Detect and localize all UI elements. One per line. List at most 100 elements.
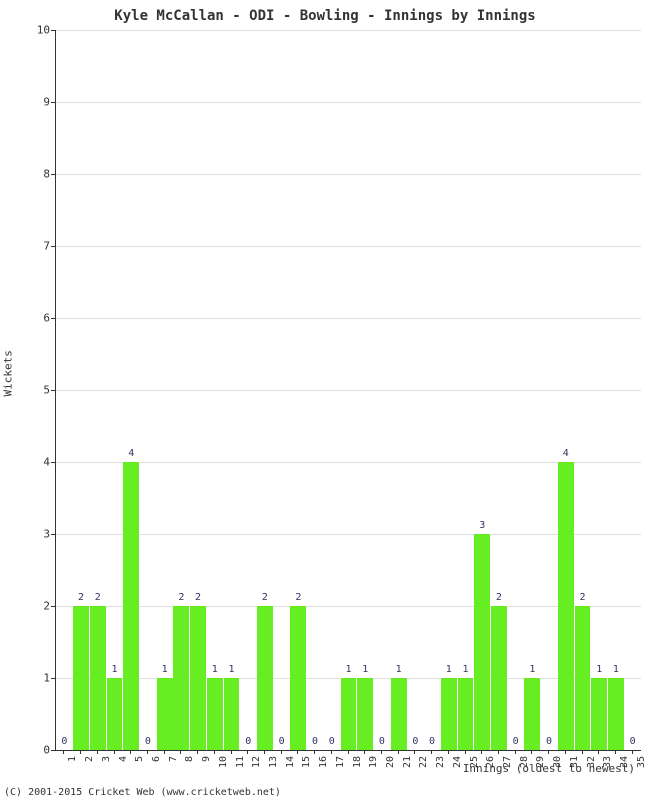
- plot-area: 02214012211020200110100113201042110: [55, 30, 641, 751]
- y-tick-label: 3: [10, 528, 50, 541]
- x-tick-mark: [130, 750, 131, 754]
- bar: [524, 678, 540, 750]
- x-tick-mark: [247, 750, 248, 754]
- bar-value-label: 2: [195, 592, 201, 603]
- x-tick-mark: [80, 750, 81, 754]
- x-tick-label: 1: [67, 756, 78, 762]
- bar: [391, 678, 407, 750]
- chart-container: Kyle McCallan - ODI - Bowling - Innings …: [0, 0, 650, 800]
- x-tick-label: 27: [502, 756, 513, 768]
- x-tick-label: 32: [586, 756, 597, 768]
- x-tick-mark: [515, 750, 516, 754]
- x-tick-mark: [381, 750, 382, 754]
- x-tick-label: 22: [418, 756, 429, 768]
- x-tick-mark: [297, 750, 298, 754]
- x-tick-label: 7: [168, 756, 179, 762]
- x-tick-mark: [465, 750, 466, 754]
- x-tick-label: 18: [352, 756, 363, 768]
- copyright-text: (C) 2001-2015 Cricket Web (www.cricketwe…: [4, 787, 281, 798]
- y-tick-label: 5: [10, 384, 50, 397]
- bar-value-label: 2: [95, 592, 101, 603]
- bar-value-label: 0: [513, 736, 519, 747]
- bar: [575, 606, 591, 750]
- x-tick-label: 23: [435, 756, 446, 768]
- x-tick-label: 5: [134, 756, 145, 762]
- bar-value-label: 0: [630, 736, 636, 747]
- x-tick-mark: [598, 750, 599, 754]
- y-tick-mark: [51, 534, 55, 535]
- bar: [441, 678, 457, 750]
- bar-value-label: 1: [529, 664, 535, 675]
- bar-value-label: 2: [496, 592, 502, 603]
- x-tick-label: 28: [519, 756, 530, 768]
- x-tick-label: 15: [301, 756, 312, 768]
- bar-value-label: 2: [78, 592, 84, 603]
- bar: [123, 462, 139, 750]
- x-tick-label: 21: [402, 756, 413, 768]
- x-tick-label: 34: [619, 756, 630, 768]
- y-tick-mark: [51, 318, 55, 319]
- bar: [290, 606, 306, 750]
- x-tick-mark: [582, 750, 583, 754]
- x-tick-mark: [314, 750, 315, 754]
- x-tick-label: 35: [636, 756, 647, 768]
- x-tick-mark: [331, 750, 332, 754]
- bar-value-label: 0: [329, 736, 335, 747]
- bar: [257, 606, 273, 750]
- bar: [558, 462, 574, 750]
- x-tick-mark: [498, 750, 499, 754]
- x-tick-label: 29: [535, 756, 546, 768]
- x-tick-mark: [531, 750, 532, 754]
- bar-value-label: 4: [563, 448, 569, 459]
- x-tick-label: 13: [268, 756, 279, 768]
- x-tick-label: 17: [335, 756, 346, 768]
- x-tick-mark: [63, 750, 64, 754]
- x-tick-mark: [615, 750, 616, 754]
- bar: [458, 678, 474, 750]
- x-tick-mark: [448, 750, 449, 754]
- x-tick-mark: [214, 750, 215, 754]
- gridline: [56, 462, 641, 463]
- bar: [157, 678, 173, 750]
- x-tick-mark: [414, 750, 415, 754]
- x-tick-mark: [180, 750, 181, 754]
- y-tick-label: 4: [10, 456, 50, 469]
- x-tick-mark: [231, 750, 232, 754]
- bar: [107, 678, 123, 750]
- x-tick-label: 26: [485, 756, 496, 768]
- bar-value-label: 1: [111, 664, 117, 675]
- x-tick-mark: [431, 750, 432, 754]
- bar: [224, 678, 240, 750]
- bar-value-label: 1: [212, 664, 218, 675]
- bar-value-label: 2: [579, 592, 585, 603]
- x-tick-label: 24: [452, 756, 463, 768]
- x-tick-label: 31: [569, 756, 580, 768]
- bar-value-label: 1: [228, 664, 234, 675]
- y-tick-label: 8: [10, 168, 50, 181]
- bar: [73, 606, 89, 750]
- x-tick-mark: [164, 750, 165, 754]
- y-tick-label: 2: [10, 600, 50, 613]
- gridline: [56, 102, 641, 103]
- gridline: [56, 246, 641, 247]
- bar-value-label: 1: [345, 664, 351, 675]
- bar-value-label: 1: [446, 664, 452, 675]
- x-tick-label: 6: [151, 756, 162, 762]
- y-tick-mark: [51, 174, 55, 175]
- bar-value-label: 0: [546, 736, 552, 747]
- bar-value-label: 2: [295, 592, 301, 603]
- bar-value-label: 2: [262, 592, 268, 603]
- x-tick-label: 16: [318, 756, 329, 768]
- bar: [90, 606, 106, 750]
- x-tick-label: 9: [201, 756, 212, 762]
- gridline: [56, 606, 641, 607]
- bar: [491, 606, 507, 750]
- gridline: [56, 534, 641, 535]
- gridline: [56, 390, 641, 391]
- x-tick-label: 14: [285, 756, 296, 768]
- x-tick-mark: [364, 750, 365, 754]
- x-tick-label: 3: [101, 756, 112, 762]
- bar-value-label: 0: [429, 736, 435, 747]
- gridline: [56, 318, 641, 319]
- chart-title: Kyle McCallan - ODI - Bowling - Innings …: [0, 8, 650, 24]
